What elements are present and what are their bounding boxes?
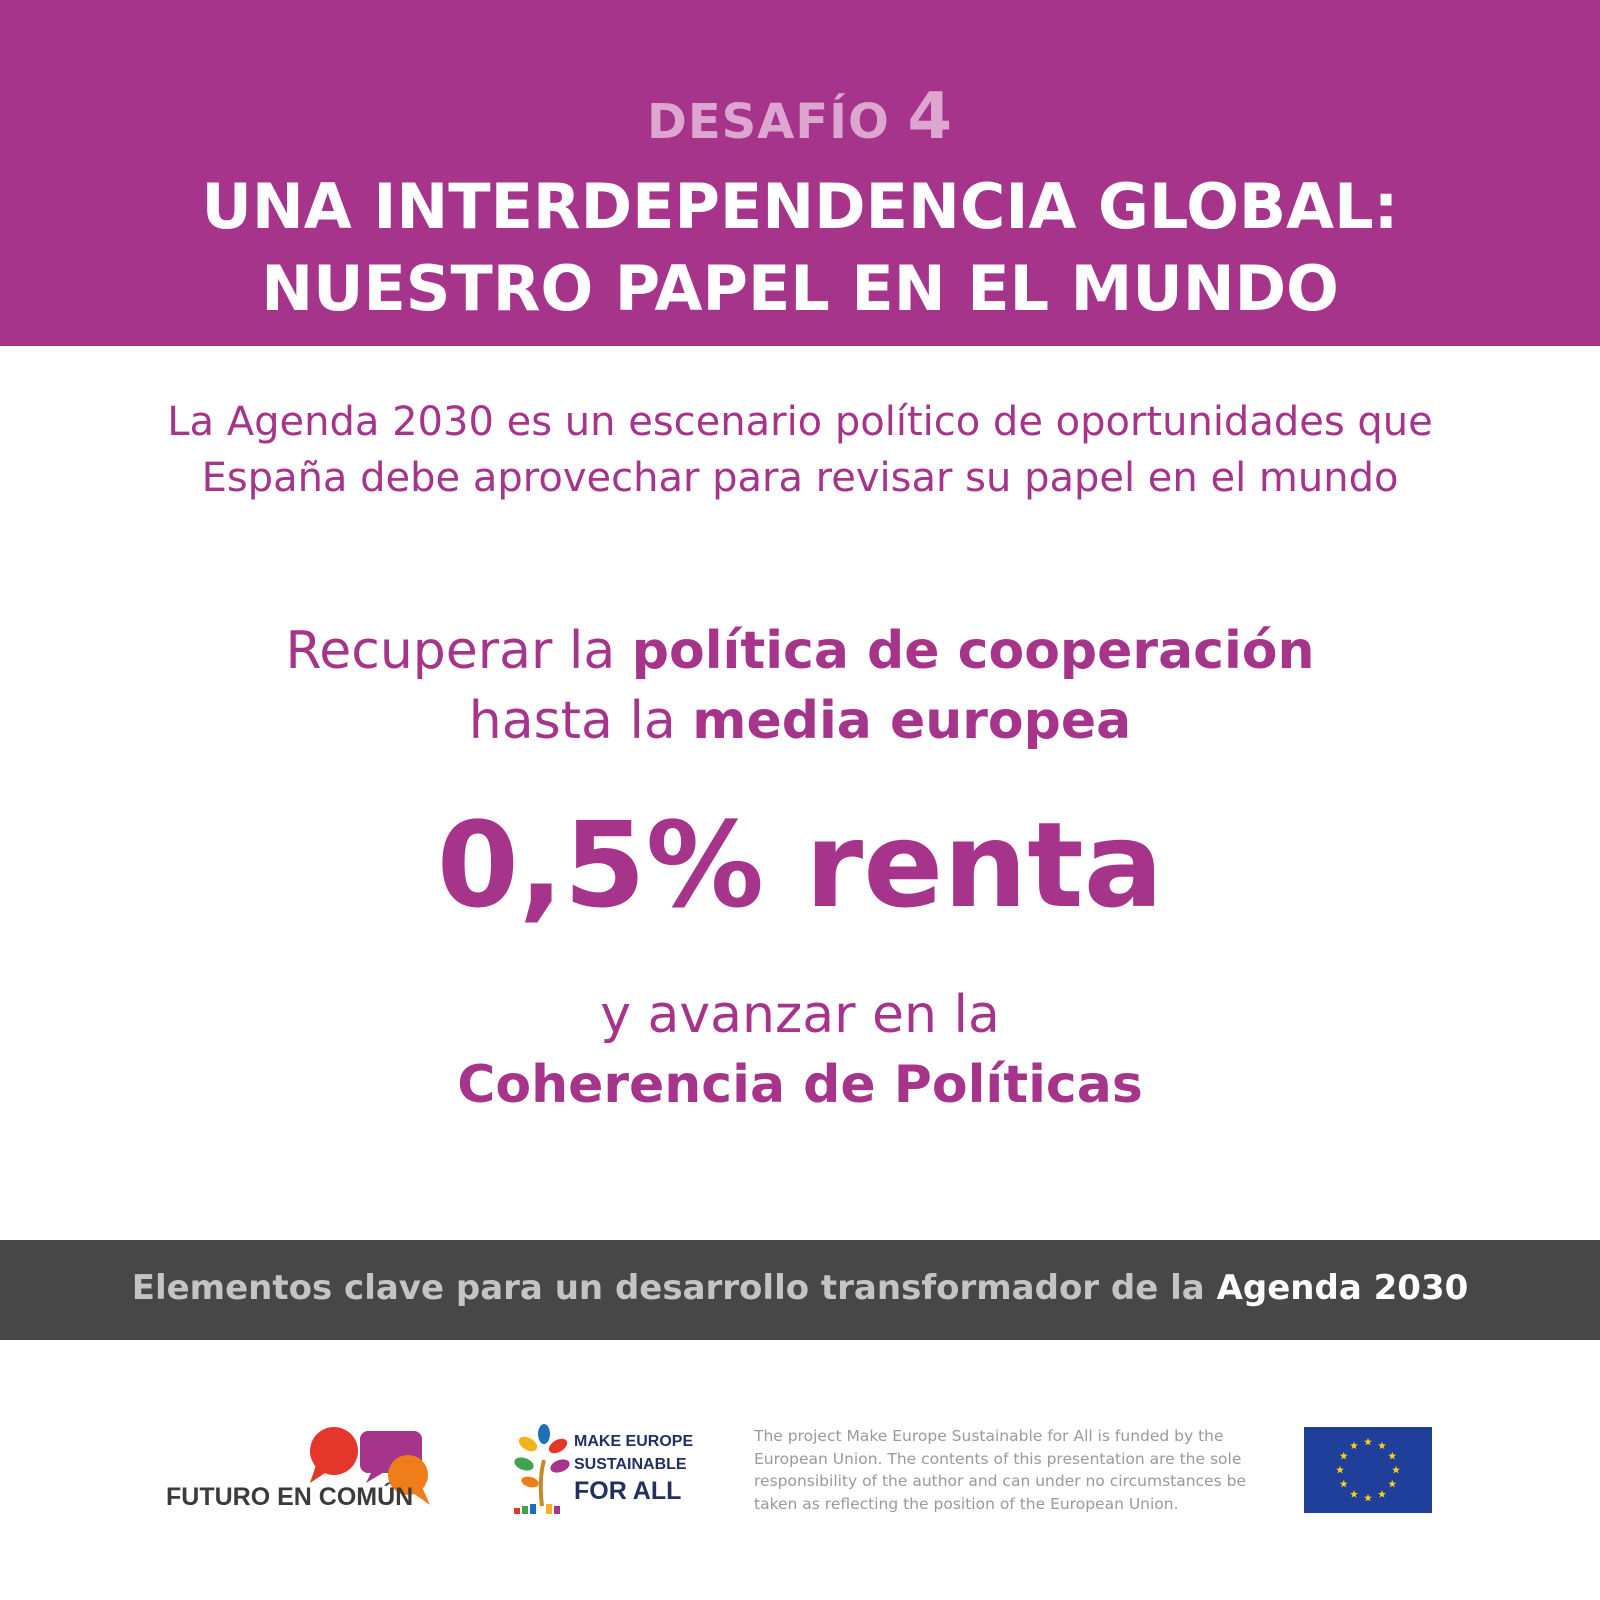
big-figure: 0,5% renta bbox=[436, 796, 1164, 934]
disclaimer-line-1: The project Make Europe Sustainable for … bbox=[754, 1427, 1224, 1445]
closing-line-2: Coherencia de Políticas bbox=[0, 1050, 1600, 1120]
make-europe-sustainable-logo: MAKE EUROPE SUSTAINABLE FOR ALL bbox=[510, 1420, 693, 1520]
intro-line-1: La Agenda 2030 es un escenario político … bbox=[167, 399, 1433, 445]
main-line-1-plain: Recuperar la bbox=[285, 621, 632, 681]
disclaimer-line-2: European Union. The contents of this pre… bbox=[754, 1449, 1242, 1468]
page-title: UNA INTERDEPENDENCIA GLOBAL: NUESTRO PAP… bbox=[0, 166, 1600, 330]
closing-line-2-bold: Coherencia de Políticas bbox=[457, 1055, 1143, 1115]
header-banner: DESAFÍO 4 UNA INTERDEPENDENCIA GLOBAL: N… bbox=[0, 0, 1600, 346]
mesfa-line-1: MAKE EUROPE bbox=[574, 1433, 694, 1450]
main-line-2-bold: media europea bbox=[692, 691, 1132, 751]
eu-funding-disclaimer: The project Make Europe Sustainable for … bbox=[754, 1425, 1294, 1515]
mesfa-line-3: FOR ALL bbox=[574, 1477, 682, 1505]
mesfa-logo-text: MAKE EUROPE SUSTAINABLE FOR ALL bbox=[574, 1430, 693, 1506]
main-line-1-bold: política de cooperación bbox=[631, 621, 1315, 681]
closing-message: y avanzar en la Coherencia de Políticas bbox=[0, 980, 1600, 1120]
eu-star-icon bbox=[1378, 1490, 1386, 1498]
futuro-logo-text: FUTURO EN COMÚN bbox=[166, 1483, 414, 1511]
disclaimer-line-3: responsibility of the author and can und… bbox=[754, 1472, 1246, 1490]
key-elements-band: Elementos clave para un desarrollo trans… bbox=[0, 1240, 1600, 1340]
main-message: Recuperar la política de cooperación has… bbox=[0, 616, 1600, 756]
band-text-highlight: Agenda 2030 bbox=[1216, 1268, 1469, 1308]
title-line-2: NUESTRO PAPEL EN EL MUNDO bbox=[261, 252, 1339, 325]
disclaimer-line-4: taken as reflecting the position of the … bbox=[754, 1494, 1179, 1513]
eu-star-icon bbox=[1388, 1479, 1397, 1488]
band-text: Elementos clave para un desarrollo trans… bbox=[0, 1268, 1600, 1308]
eu-star-icon bbox=[1350, 1490, 1358, 1498]
speech-bubbles-icon bbox=[310, 1427, 430, 1505]
challenge-label: DESAFÍO bbox=[646, 94, 890, 150]
challenge-number: 4 bbox=[907, 80, 954, 154]
intro-line-2: España debe aprovechar para revisar su p… bbox=[201, 455, 1399, 501]
eu-star-icon bbox=[1350, 1441, 1358, 1450]
main-line-2-plain: hasta la bbox=[468, 691, 693, 751]
futuro-en-comun-logo: FUTURO EN COMÚN bbox=[160, 1425, 440, 1515]
eu-star-icon bbox=[1336, 1465, 1344, 1474]
challenge-kicker: DESAFÍO 4 bbox=[0, 80, 1600, 154]
eu-flag-icon bbox=[1304, 1427, 1432, 1513]
band-text-plain: Elementos clave para un desarrollo trans… bbox=[131, 1268, 1217, 1308]
closing-line-1: y avanzar en la bbox=[600, 985, 1000, 1045]
eu-star-icon bbox=[1364, 1493, 1372, 1502]
eu-star-icon bbox=[1339, 1451, 1348, 1460]
eu-star-icon bbox=[1364, 1437, 1372, 1446]
main-line-2: hasta la media europea bbox=[0, 686, 1600, 756]
intro-text: La Agenda 2030 es un escenario político … bbox=[0, 394, 1600, 506]
sdg-tree-icon bbox=[514, 1424, 570, 1514]
eu-star-icon bbox=[1392, 1465, 1400, 1474]
main-line-1: Recuperar la política de cooperación bbox=[0, 616, 1600, 686]
mesfa-line-2: SUSTAINABLE bbox=[574, 1456, 687, 1473]
title-line-1: UNA INTERDEPENDENCIA GLOBAL: bbox=[201, 170, 1399, 243]
eu-star-icon bbox=[1339, 1479, 1348, 1488]
eu-star-icon bbox=[1388, 1451, 1397, 1460]
eu-star-icon bbox=[1378, 1441, 1386, 1450]
